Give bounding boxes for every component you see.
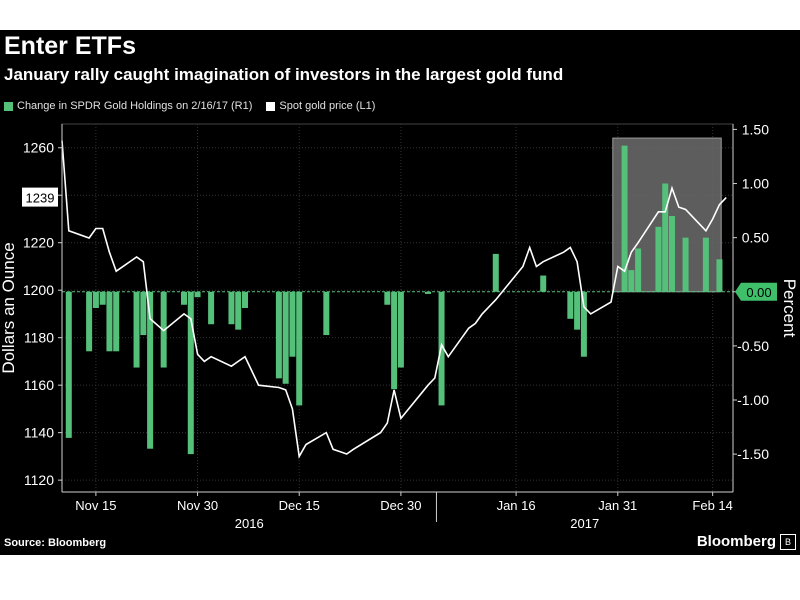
x-tick-label: Jan 31 — [598, 498, 637, 513]
left-tick-label: 1260 — [23, 140, 54, 156]
source-note: Source: Bloomberg — [4, 537, 107, 549]
current-price-tag: 1239 — [22, 187, 58, 207]
holdings-bar — [425, 291, 431, 294]
right-tick-label: -1.00 — [737, 392, 769, 408]
year-label: 2017 — [570, 516, 599, 531]
holdings-bar — [662, 183, 669, 292]
holdings-bar — [65, 291, 72, 438]
terminal-icon: B — [780, 534, 796, 550]
holdings-bar — [242, 291, 248, 308]
legend-item-spot-price: Spot gold price (L1) — [266, 100, 375, 112]
holdings-bar — [282, 291, 289, 384]
left-tick-label: 1140 — [24, 425, 54, 441]
holdings-bar — [208, 291, 215, 325]
zero-tag-label: 0.00 — [746, 285, 771, 300]
right-tick-label: 1.00 — [742, 176, 769, 192]
x-tick-label: Jan 16 — [497, 498, 536, 513]
zero-tag-box — [735, 282, 777, 301]
holdings-bar — [92, 291, 99, 308]
current-price-label: 1239 — [26, 191, 55, 206]
holdings-bar — [492, 253, 499, 292]
holdings-bar — [147, 291, 154, 449]
x-tick-label: Dec 15 — [279, 498, 320, 513]
holdings-bar — [540, 275, 547, 292]
holdings-bar — [669, 216, 675, 292]
holdings-bar — [384, 291, 391, 305]
holdings-bar — [574, 291, 581, 330]
holdings-bar — [133, 291, 140, 368]
left-tick-label: 1120 — [24, 472, 54, 488]
holdings-bar — [187, 291, 194, 455]
chart-legend: Change in SPDR Gold Holdings on 2/16/17 … — [4, 100, 389, 112]
holdings-bar — [181, 291, 187, 305]
left-tick-label: 1200 — [23, 282, 54, 298]
holdings-bar — [323, 291, 330, 336]
right-axis: 1.50 1.00 0.50 -0.50 -1.00 -1.50 — [732, 121, 769, 492]
holdings-bar — [397, 291, 404, 368]
holdings-bar — [655, 226, 662, 292]
left-tick-label: 1220 — [23, 235, 54, 251]
holdings-bar — [289, 291, 296, 357]
holdings-bar — [567, 291, 574, 319]
legend-item-holdings: Change in SPDR Gold Holdings on 2/16/17 … — [4, 100, 252, 112]
legend-label-spot-price: Spot gold price (L1) — [279, 100, 376, 112]
x-tick-label: Nov 30 — [177, 498, 218, 513]
right-tick-label: 0.50 — [742, 230, 769, 246]
holdings-bar — [391, 291, 398, 390]
left-axis: 11201140116011801200122012401260 — [23, 124, 63, 492]
holdings-bar — [86, 291, 93, 352]
holdings-bar — [296, 291, 303, 406]
holdings-bar — [235, 291, 242, 330]
holdings-bar — [140, 291, 147, 336]
zero-tag: 0.00 — [735, 282, 777, 301]
right-tick-label: 1.50 — [742, 121, 769, 137]
x-tick-label: Nov 15 — [75, 498, 116, 513]
x-axis: Nov 15 Nov 30 Dec 15 Dec 30 Jan 16 Jan 31 Feb … — [62, 491, 733, 531]
brand-logo: Bloomberg — [696, 533, 776, 550]
legend-swatch-holdings — [4, 101, 13, 111]
right-axis-label: Percent — [780, 279, 799, 338]
right-tick-label: -1.50 — [737, 446, 769, 462]
chart-title: Enter ETFs — [4, 32, 136, 60]
holdings-bars — [65, 145, 723, 455]
holdings-bar — [194, 291, 201, 298]
left-tick-label: 1160 — [24, 377, 54, 393]
year-label: 2016 — [235, 516, 264, 531]
left-axis-label: Dollars an Ounce — [0, 242, 18, 373]
holdings-bar — [702, 237, 709, 292]
spot-price-line — [61, 140, 727, 459]
holdings-bar — [628, 270, 635, 292]
x-tick-label: Feb 14 — [692, 498, 732, 513]
chart-subtitle: January rally caught imagination of inve… — [4, 65, 564, 84]
holdings-bar — [580, 291, 587, 357]
holdings-bar — [113, 291, 120, 352]
current-price-box — [22, 187, 58, 207]
legend-label-holdings: Change in SPDR Gold Holdings on 2/16/17 … — [17, 100, 253, 112]
holdings-bar — [716, 259, 723, 292]
left-tick-label: 1180 — [24, 330, 54, 346]
holdings-bar — [228, 291, 235, 325]
x-tick-label: Dec 30 — [380, 498, 421, 513]
right-tick-label: -0.50 — [737, 338, 769, 354]
holdings-bar — [106, 291, 113, 352]
legend-swatch-spot-price — [266, 101, 276, 111]
holdings-bar — [621, 145, 628, 292]
holdings-bar — [275, 291, 282, 379]
holdings-bar — [682, 237, 689, 292]
holdings-bar — [635, 248, 642, 292]
holdings-bar — [99, 291, 106, 305]
